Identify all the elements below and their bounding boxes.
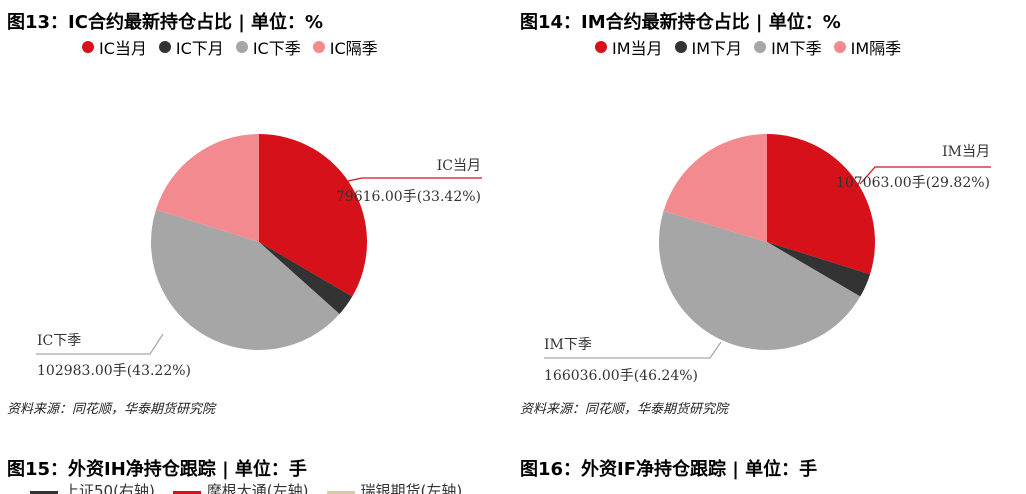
label-season-name: IM下季 — [544, 337, 592, 353]
leader-line-current — [347, 177, 482, 182]
legend-item-next-month: IC下月 — [158, 35, 224, 59]
legend-label: IM隔季 — [850, 39, 902, 58]
legend-dot-icon — [158, 41, 171, 53]
legend-item-next-season: IM下季 — [754, 35, 822, 59]
legend-label: IC下季 — [252, 39, 301, 58]
legend-line-icon — [30, 491, 58, 494]
pie-slice-2 — [259, 242, 353, 315]
legend-label: 摩根大通(左轴) — [206, 482, 309, 494]
legend-item-ubs: 瑞银期货(左轴) — [326, 480, 463, 494]
figure-15-title: 图15：外资IH净持仓跟踪 | 单位：手 — [7, 459, 307, 480]
pie-slice-4 — [663, 134, 767, 242]
legend-dot-icon — [235, 41, 248, 53]
pie-slice-1 — [259, 134, 368, 297]
legend-dot-icon — [674, 41, 687, 53]
label-current-value: 107063.00手(29.82%) — [836, 175, 990, 191]
legend-label: IC当月 — [99, 39, 147, 58]
leader-line-season — [36, 333, 164, 355]
legend-item-far-season: IM隔季 — [833, 35, 902, 59]
legend-label: IC隔季 — [329, 39, 378, 58]
figure-14-title: 图14：IM合约最新持仓占比 | 单位：% — [520, 12, 841, 33]
legend-item-next-season: IC下季 — [235, 35, 301, 59]
legend-item-sse50: 上证50(右轴) — [30, 480, 155, 494]
legend-label: 瑞银期货(左轴) — [360, 482, 463, 494]
leader-line-season — [544, 341, 722, 359]
legend-dot-icon — [833, 41, 846, 53]
figure-16-title: 图16：外资IF净持仓跟踪 | 单位：手 — [520, 459, 818, 480]
pie-slices — [151, 134, 368, 350]
legend-dot-icon — [595, 41, 607, 53]
legend-label: 上证50(右轴) — [64, 482, 155, 494]
legend-item-next-month: IM下月 — [674, 35, 743, 59]
legend-item-current-month: IC当月 — [82, 35, 147, 59]
pie-slice-3 — [151, 209, 340, 350]
legend-label: IC下月 — [175, 39, 224, 58]
legend-dot-icon — [312, 41, 325, 53]
figure-14-legend: IM当月 IM下月 IM下季 IM隔季 — [595, 35, 902, 59]
label-season-value: 166036.00手(46.24%) — [544, 368, 698, 384]
legend-item-current-month: IM当月 — [595, 35, 663, 59]
legend-dot-icon — [82, 41, 94, 53]
source-note: 资料来源：同花顺，华泰期货研究院 — [520, 402, 729, 417]
legend-label: IM下季 — [771, 39, 822, 58]
label-current-name: IM当月 — [942, 144, 990, 160]
figure-13-title: 图13：IC合约最新持仓占比 | 单位：% — [7, 12, 324, 33]
figure-13-panel: 图13：IC合约最新持仓占比 | 单位：% IC当月 IC下月 IC下季 IC隔… — [7, 12, 482, 494]
figure-13-pie-chart: IC当月 79616.00手(33.42%) IC下季 102983.00手(4… — [36, 134, 482, 379]
label-season-name: IC下季 — [37, 333, 81, 349]
legend-label: IM下月 — [691, 39, 743, 58]
label-current-value: 79616.00手(33.42%) — [336, 189, 481, 205]
legend-item-far-season: IC隔季 — [312, 35, 378, 59]
leader-line-current — [859, 166, 991, 185]
figure-14-panel: 图14：IM合约最新持仓占比 | 单位：% IM当月 IM下月 IM下季 IM隔… — [513, 0, 1026, 494]
legend-line-icon — [172, 491, 201, 494]
pie-slices — [659, 134, 875, 351]
figure-13-legend: IC当月 IC下月 IC下季 IC隔季 — [82, 35, 378, 59]
pie-slice-1 — [767, 134, 875, 275]
legend-line-icon — [326, 491, 355, 494]
pie-slice-2 — [767, 242, 871, 297]
legend-item-jpmorgan: 摩根大通(左轴) — [172, 480, 309, 494]
label-current-name: IC当月 — [437, 158, 481, 174]
legend-label: IM当月 — [612, 39, 663, 58]
pie-slice-4 — [155, 134, 259, 242]
label-season-value: 102983.00手(43.22%) — [37, 363, 191, 379]
legend-dot-icon — [754, 41, 767, 53]
source-note: 资料来源：同花顺，华泰期货研究院 — [7, 402, 216, 417]
pie-slice-3 — [659, 210, 861, 351]
figure-15-legend: 上证50(右轴) 摩根大通(左轴) 瑞银期货(左轴) — [30, 480, 462, 494]
figure-14-pie-chart: IM当月 107063.00手(29.82%) IM下季 166036.00手(… — [544, 134, 991, 384]
